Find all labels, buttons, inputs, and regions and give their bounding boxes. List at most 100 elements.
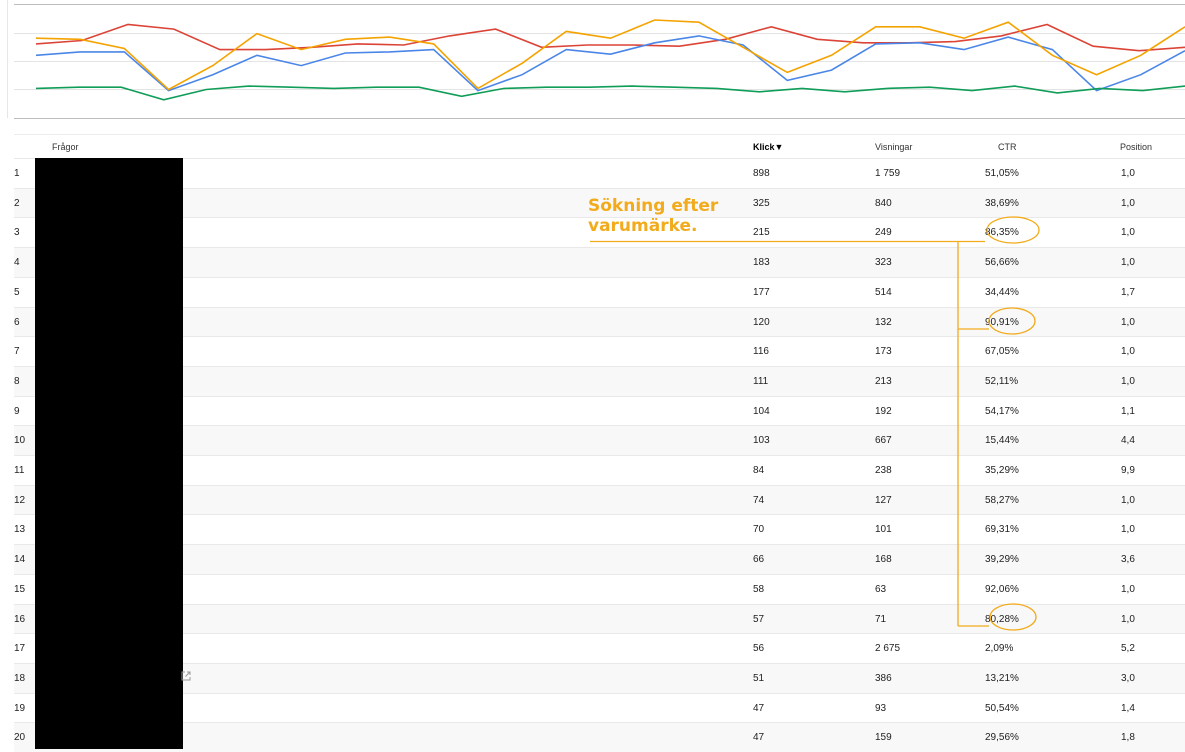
header-queries[interactable]: Frågor [52, 142, 79, 152]
impressions-cell: 514 [875, 286, 892, 298]
impressions-cell: 63 [875, 583, 887, 595]
ctr-cell: 58,27% [985, 494, 1019, 506]
clicks-cell: 84 [753, 465, 765, 476]
clicks-cell: 898 [753, 168, 770, 179]
header-clicks-sorted[interactable]: Klick▼ [753, 142, 784, 152]
annotation-line-1: Sökning efter [588, 196, 719, 216]
clicks-cell: 177 [753, 286, 770, 298]
ctr-cell: 15,44% [985, 435, 1019, 447]
header-position[interactable]: Position [1120, 142, 1153, 152]
table-row[interactable]: 20 47 159 29,56% 1,8 [14, 722, 1185, 752]
position-cell: 4,4 [1121, 435, 1135, 447]
table-row[interactable]: 16 57 71 80,28% 1,0 [14, 603, 1185, 634]
clicks-cell: 57 [753, 613, 765, 625]
table-row[interactable]: 19 47 93 50,54% 1,4 [14, 692, 1185, 723]
annotation-label: Sökning efter varumärke. [588, 196, 718, 236]
ctr-cell: 56,66% [985, 257, 1019, 269]
position-cell: 1,1 [1121, 405, 1135, 417]
clicks-cell: 111 [753, 375, 769, 387]
table-row[interactable]: 17 56 2 675 2,09% 5,2 [14, 633, 1185, 663]
row-index: 19 [14, 702, 26, 714]
ctr-cell: 34,44% [985, 286, 1019, 298]
position-cell: 3,0 [1121, 672, 1135, 684]
clicks-cell: 66 [753, 554, 765, 566]
table-row[interactable]: 7 116 173 67,05% 1,0 [14, 336, 1185, 366]
impressions-cell: 101 [875, 524, 892, 536]
ctr-cell: 69,31% [985, 524, 1019, 536]
table-row[interactable]: 5 177 514 34,44% 1,7 [14, 276, 1185, 307]
clicks-cell: 116 [753, 346, 769, 358]
header-impressions[interactable]: Visningar [875, 142, 913, 152]
clicks-cell: 56 [753, 643, 765, 655]
position-cell: 1,0 [1121, 346, 1135, 358]
impressions-cell: 238 [875, 465, 892, 476]
annotation-line-2: varumärke. [588, 216, 698, 236]
table-row[interactable]: 6 120 132 90,91% 1,0 [14, 306, 1185, 337]
ctr-cell: 52,11% [985, 375, 1019, 387]
row-index: 4 [14, 257, 20, 269]
ctr-cell: 13,21% [985, 672, 1019, 684]
table-row[interactable]: 8 111 213 52,11% 1,0 [14, 365, 1185, 396]
row-index: 2 [14, 197, 20, 209]
position-cell: 1,0 [1121, 524, 1135, 536]
position-cell: 1,0 [1121, 375, 1135, 387]
ctr-cell: 29,56% [985, 732, 1019, 744]
clicks-cell: 215 [753, 227, 770, 239]
table-row[interactable]: 2 325 840 38,69% 1,0 [14, 187, 1185, 218]
clicks-cell: 103 [753, 435, 770, 447]
clicks-cell: 325 [753, 197, 770, 209]
row-index: 6 [14, 316, 20, 328]
row-index: 11 [14, 465, 25, 476]
table-row[interactable]: 13 70 101 69,31% 1,0 [14, 514, 1185, 544]
row-index: 18 [14, 672, 26, 684]
table-row[interactable]: 15 58 63 92,06% 1,0 [14, 573, 1185, 604]
impressions-cell: 667 [875, 435, 892, 447]
clicks-cell: 104 [753, 405, 770, 417]
clicks-cell: 74 [753, 494, 765, 506]
redacted-query-column [35, 158, 183, 749]
impressions-cell: 1 759 [875, 168, 901, 179]
position-cell: 1,0 [1121, 257, 1135, 269]
chart-series-line-4 [35, 85, 1185, 101]
ctr-cell: 38,69% [985, 197, 1019, 209]
row-index: 20 [14, 732, 26, 744]
ctr-cell: 92,06% [985, 583, 1019, 595]
ctr-cell: 54,17% [985, 405, 1019, 417]
position-cell: 1,7 [1121, 286, 1135, 298]
clicks-cell: 51 [753, 672, 765, 684]
position-cell: 1,4 [1121, 702, 1135, 714]
table-row[interactable]: 9 104 192 54,17% 1,1 [14, 395, 1185, 426]
position-cell: 1,0 [1121, 494, 1135, 506]
position-cell: 1,0 [1121, 197, 1135, 209]
table-top-divider [14, 134, 1185, 135]
row-index: 16 [14, 613, 26, 625]
position-cell: 1,8 [1121, 732, 1135, 744]
chart-series-line-3 [35, 19, 1185, 91]
ctr-cell: 51,05% [985, 168, 1019, 179]
clicks-cell: 58 [753, 583, 765, 595]
impressions-cell: 2 675 [875, 643, 901, 655]
clicks-cell: 183 [753, 257, 770, 269]
chart-series-line-2 [35, 35, 1185, 92]
table-row[interactable]: 12 74 127 58,27% 1,0 [14, 484, 1185, 515]
row-index: 9 [14, 405, 20, 417]
impressions-cell: 192 [875, 405, 892, 417]
table-row[interactable]: 18 51 386 13,21% 3,0 [14, 662, 1185, 693]
impressions-cell: 93 [875, 702, 887, 714]
external-link-icon[interactable] [181, 671, 191, 681]
row-index: 10 [14, 435, 26, 447]
ctr-cell: 67,05% [985, 346, 1019, 358]
ctr-cell: 39,29% [985, 554, 1019, 566]
header-ctr[interactable]: CTR [998, 142, 1017, 152]
table-row[interactable]: 14 66 168 39,29% 3,6 [14, 544, 1185, 574]
ctr-cell: 2,09% [985, 643, 1014, 655]
position-cell: 1,0 [1121, 316, 1135, 328]
table-row[interactable]: 1 898 1 759 51,05% 1,0 [14, 158, 1185, 188]
table-row[interactable]: 10 103 667 15,44% 4,4 [14, 425, 1185, 455]
table-row[interactable]: 4 183 323 56,66% 1,0 [14, 247, 1185, 277]
impressions-cell: 323 [875, 257, 892, 269]
row-index: 1 [14, 168, 20, 179]
row-index: 12 [14, 494, 26, 506]
table-row[interactable]: 11 84 238 35,29% 9,9 [14, 455, 1185, 485]
impressions-cell: 249 [875, 227, 892, 239]
